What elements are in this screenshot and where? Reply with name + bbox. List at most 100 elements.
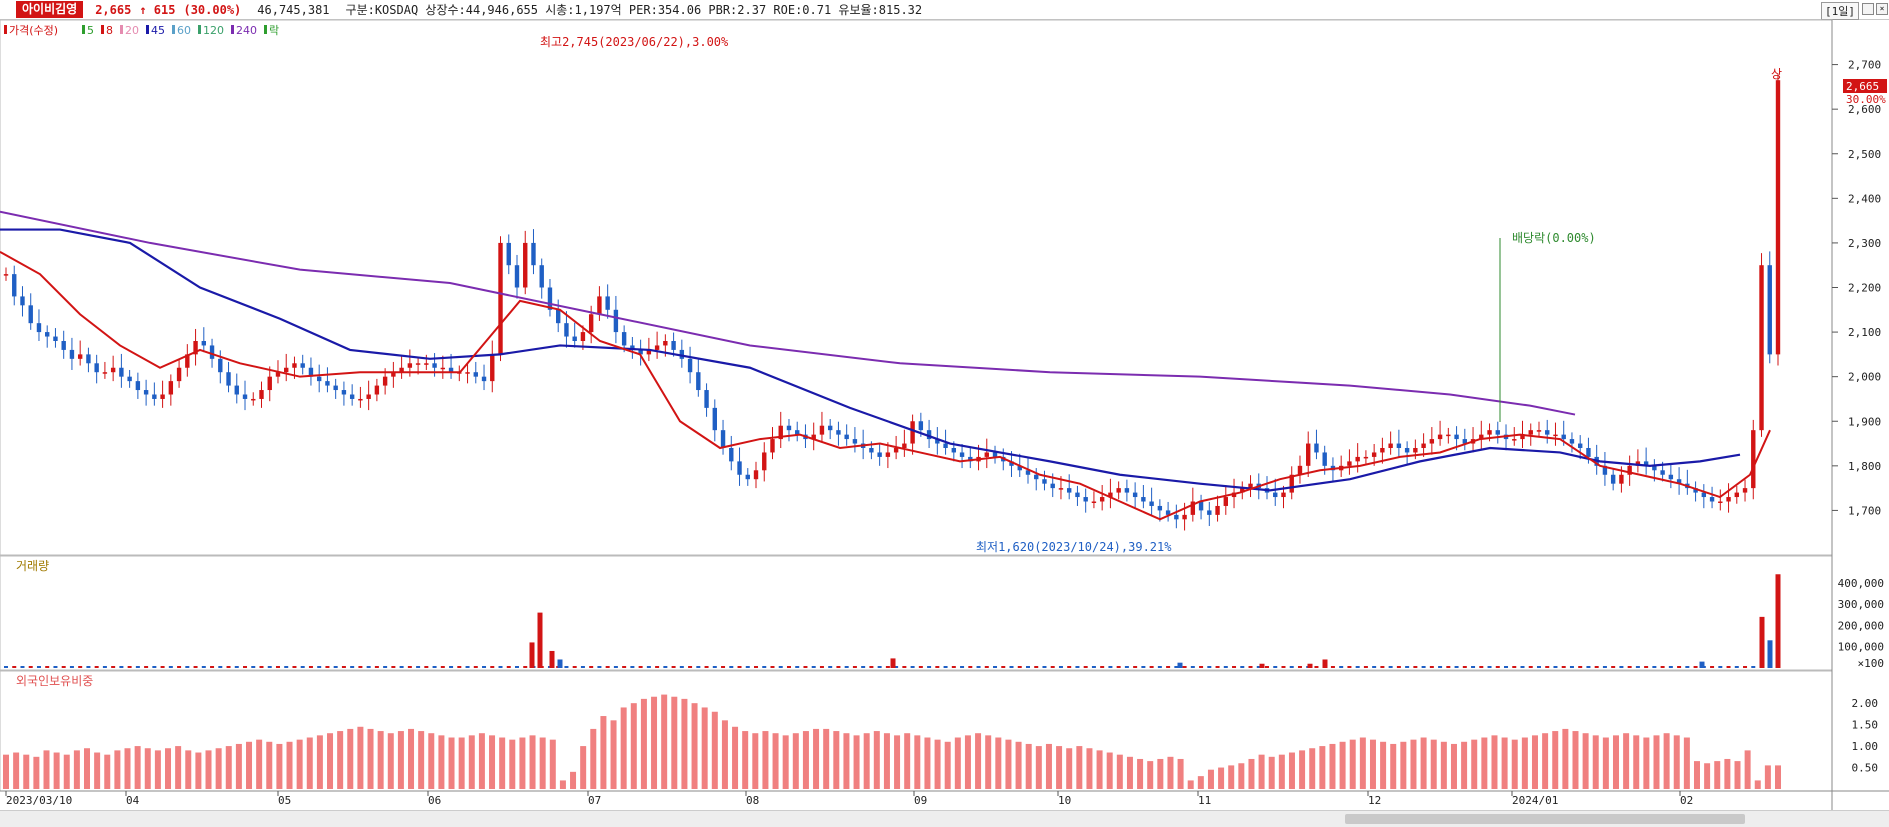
price-tick-label: 2,200 [1848, 282, 1881, 295]
horizontal-scrollbar[interactable] [0, 810, 1889, 827]
foreign-bar [802, 731, 809, 789]
candle-body [382, 376, 388, 386]
candle-body [605, 296, 610, 310]
candle-body [407, 363, 413, 368]
foreign-bar [1147, 761, 1154, 789]
foreign-bar [53, 752, 60, 789]
candle-body [1050, 483, 1055, 489]
candle-body [1042, 479, 1047, 484]
volume-bar [721, 666, 726, 668]
foreign-bar [1450, 743, 1457, 789]
volume-bar [1372, 666, 1377, 668]
volume-tick-label: 400,000 [1838, 577, 1884, 590]
candle-body [1520, 434, 1525, 440]
dividend-annotation: 배당락(0.00%) [1512, 231, 1596, 245]
volume-bar [383, 666, 388, 668]
foreign-bar [721, 720, 728, 789]
foreign-bar [316, 735, 323, 789]
candle-body [1775, 80, 1781, 355]
volume-bar [45, 666, 50, 668]
foreign-bar [1329, 743, 1336, 789]
candle-body [168, 381, 174, 395]
x-tick-label: 05 [278, 794, 291, 807]
foreign-bar [600, 716, 607, 789]
foreign-bar [539, 737, 546, 789]
legend-item: 락 [269, 24, 279, 37]
volume-bar [1091, 666, 1096, 668]
foreign-bar [448, 737, 455, 789]
volume-bar [1429, 666, 1434, 668]
period-selector[interactable]: [1일] [1821, 2, 1859, 20]
volume-bar [993, 666, 998, 668]
stock-name[interactable]: 아이비김영 [16, 1, 84, 18]
volume-bar [1479, 666, 1484, 668]
candle-body [316, 376, 322, 382]
foreign-bar [1592, 735, 1599, 789]
foreign-bar [914, 735, 921, 789]
volume-bar [622, 666, 627, 668]
x-tick-label: 08 [746, 794, 759, 807]
ma-line-8 [0, 250, 1771, 521]
foreign-bar [1197, 776, 1204, 789]
volume-bar [861, 666, 866, 668]
foreign-bar [1633, 735, 1640, 789]
foreign-bar [499, 737, 506, 789]
volume-bar [366, 666, 371, 668]
foreign-bar [894, 735, 901, 789]
candle-body [951, 448, 957, 453]
candle-body [1314, 443, 1319, 453]
volume-bar [300, 666, 305, 668]
volume-bar [1355, 666, 1360, 668]
foreign-bar [924, 737, 931, 789]
volume-bar [416, 666, 421, 668]
foreign-bar [975, 733, 982, 789]
foreign-bar [84, 748, 91, 789]
volume-bar [1207, 666, 1212, 668]
foreign-bar [13, 752, 20, 789]
foreign-bar [1653, 735, 1660, 789]
candle-body [1553, 434, 1558, 437]
x-tick-label: 06 [428, 794, 441, 807]
volume-bar [745, 666, 750, 668]
volume-bar [844, 666, 849, 668]
volume-bar [984, 666, 989, 668]
candle-body [1545, 430, 1550, 435]
candle-body [160, 394, 165, 399]
change-percent: (30.00%) [183, 2, 242, 17]
volume-bar [712, 666, 717, 668]
candle-body [539, 265, 544, 288]
close-icon[interactable]: × [1876, 3, 1888, 15]
scroll-thumb[interactable] [1345, 814, 1745, 824]
volume-bar [1644, 666, 1649, 668]
volume-bar [1405, 666, 1410, 668]
stock-header: 아이비김영 2,665 ↑ 615 (30.00%) 46,745,381 구분… [0, 0, 1889, 20]
volume-bar [1693, 666, 1698, 668]
volume-bar [605, 666, 610, 668]
volume-bar [1421, 666, 1426, 668]
volume-bar [795, 666, 800, 668]
price-tick-label: 2,700 [1848, 59, 1881, 72]
restore-icon[interactable] [1862, 3, 1874, 15]
foreign-bar [1400, 741, 1407, 789]
foreign-bar [418, 731, 425, 789]
volume-bar [564, 666, 569, 668]
volume-bar [78, 666, 83, 668]
volume-bar [308, 666, 313, 668]
candle-body [1017, 465, 1022, 471]
foreign-bar [1754, 780, 1761, 789]
foreign-bar [104, 754, 111, 789]
candle-body [1660, 470, 1665, 475]
volume-bar [803, 666, 808, 668]
candle-body [1190, 501, 1196, 515]
volume-bar [819, 666, 824, 668]
candle-body [481, 376, 487, 382]
candle-body [251, 398, 256, 401]
volume-bar [902, 666, 907, 668]
last-price-badge [1843, 79, 1887, 93]
x-tick-label: 11 [1198, 794, 1211, 807]
foreign-bar [1035, 746, 1042, 789]
volume-bar [696, 666, 701, 668]
candle-body [770, 439, 775, 453]
foreign-bar [1248, 758, 1255, 789]
